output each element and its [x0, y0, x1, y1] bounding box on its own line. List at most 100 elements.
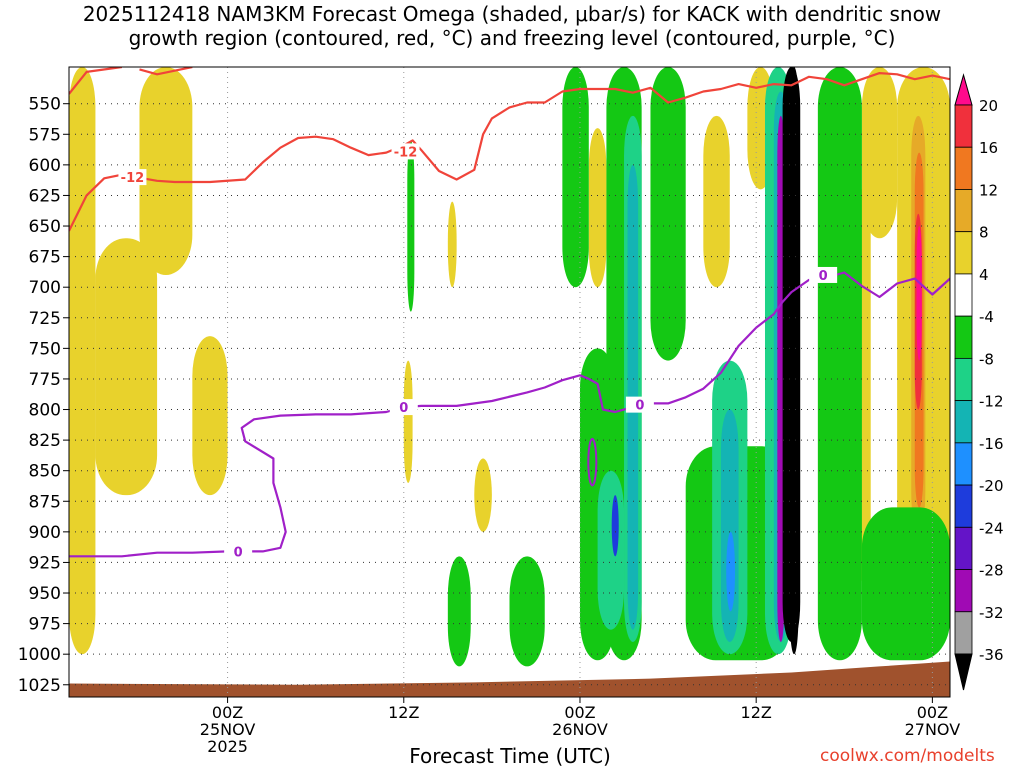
y-tick-label: 625: [29, 186, 61, 206]
colorbar-segment: [954, 357, 973, 402]
omega-region: [403, 360, 413, 483]
colorbar: 20 16 12 8 4 -4 -8 -12 -16 -20 -24 -28 -32 -36: [954, 73, 1004, 691]
y-tick-label: 975: [29, 615, 61, 635]
colorbar-label: 4: [979, 266, 989, 284]
omega-region: [407, 140, 415, 312]
colorbar-segment: [954, 189, 973, 233]
plot-frame: [68, 66, 951, 698]
y-tick-label: 675: [29, 248, 61, 268]
omega-region: [447, 556, 471, 667]
y-tick-label: 550: [29, 95, 61, 115]
colorbar-segment: [954, 611, 973, 655]
y-tick-label: 600: [29, 156, 61, 176]
contour-label-zero: 0: [635, 399, 644, 414]
colorbar-label: -32: [979, 604, 1004, 622]
colorbar-label: 8: [979, 224, 989, 242]
chart-title-line-2: growth region (contoured, red, °C) and f…: [128, 26, 896, 50]
y-tick-label: 1025: [18, 676, 61, 696]
colorbar-segment: [954, 273, 973, 317]
contour-label-zero: 0: [819, 269, 828, 284]
x-tick-label: 12Z: [388, 703, 419, 722]
ground-layer: [69, 661, 950, 697]
colorbar-segment: [954, 442, 973, 486]
y-tick-label: 575: [29, 125, 61, 145]
y-tick-label: 950: [29, 584, 61, 604]
contour-label-minus12-bg: [391, 143, 420, 160]
y-tick-label: 825: [29, 431, 61, 451]
ground-surface: [69, 661, 950, 697]
x-tick-label: 12Z: [741, 703, 772, 722]
y-tick-label: 775: [29, 370, 61, 390]
y-tick-label: 800: [29, 401, 61, 421]
colorbar-label: -24: [979, 519, 1004, 537]
omega-region: [447, 201, 457, 288]
y-tick-label: 900: [29, 523, 61, 543]
x-tick-label: 25NOV: [200, 720, 256, 739]
colorbar-label: -8: [979, 350, 994, 368]
x-tick-label: 00Z: [212, 703, 243, 722]
colorbar-label: 20: [979, 97, 998, 115]
colorbar-segment: [954, 484, 973, 528]
contour-label-zero-bg: [389, 399, 418, 416]
freezing-level-contour: [69, 271, 950, 558]
colorbar-label: 12: [979, 181, 998, 199]
colorbar-label: -4: [979, 308, 994, 326]
y-tick-label: 875: [29, 492, 61, 512]
omega-region: [509, 556, 545, 667]
x-tick-label: 00Z: [917, 703, 948, 722]
omega-region: [95, 238, 158, 496]
colorbar-label: -36: [979, 646, 1004, 664]
contour-label-zero-bg: [224, 543, 253, 560]
colorbar-segment: [954, 315, 973, 359]
grid-layer: [69, 67, 950, 697]
omega-region: [562, 67, 589, 288]
omega-shading-layer: [69, 67, 950, 667]
y-axis: 550 575 600 625 650 675 700 725 750 775 800 825 850 8…: [18, 95, 69, 696]
colorbar-label: -20: [979, 477, 1004, 495]
omega-region: [916, 226, 922, 361]
contour-label-minus12-bg: [118, 169, 147, 186]
omega-region: [192, 336, 228, 496]
omega-region: [789, 67, 799, 655]
colorbar-bottom-arrow: [954, 653, 973, 691]
omega-region: [703, 115, 730, 288]
contour-label-zero: 0: [234, 545, 243, 560]
omega-region: [817, 67, 862, 661]
minus12-contour: [69, 67, 123, 95]
colorbar-top-arrow: [954, 73, 973, 106]
y-tick-label: 850: [29, 462, 61, 482]
y-tick-label: 1000: [18, 645, 61, 665]
y-tick-label: 650: [29, 217, 61, 237]
x-tick-label: 27NOV: [905, 720, 961, 739]
omega-region: [69, 67, 96, 655]
credit-text: coolwx.com/modelts: [820, 746, 995, 766]
omega-region: [474, 458, 492, 532]
omega-region: [611, 495, 619, 557]
colorbar-segment: [954, 104, 973, 148]
colorbar-segment: [954, 146, 973, 190]
omega-region: [139, 67, 193, 275]
y-tick-label: 700: [29, 278, 61, 298]
chart-title-line-1: 2025112418 NAM3KM Forecast Omega (shaded…: [82, 2, 942, 26]
y-tick-label: 750: [29, 339, 61, 359]
contour-label-zero-bg: [625, 396, 654, 413]
freezing-level-loop: [587, 437, 598, 487]
omega-region: [726, 531, 736, 612]
omega-region: [861, 507, 950, 661]
contour-label-zero: 0: [399, 401, 408, 416]
x-axis-title: Forecast Time (UTC): [409, 744, 611, 768]
colorbar-label: -12: [979, 393, 1004, 411]
omega-region: [597, 470, 625, 630]
contour-layer: -12 -12 0 0 0 0: [69, 67, 950, 560]
colorbar-label: -16: [979, 435, 1004, 453]
x-tick-label: 26NOV: [552, 720, 608, 739]
minus12-contour: [139, 67, 193, 76]
y-tick-label: 925: [29, 553, 61, 573]
colorbar-segment: [954, 400, 973, 444]
contour-label-minus12: -12: [121, 171, 145, 186]
x-tick-label: 2025: [207, 737, 248, 756]
colorbar-segment: [954, 231, 973, 275]
colorbar-segment: [954, 569, 973, 613]
